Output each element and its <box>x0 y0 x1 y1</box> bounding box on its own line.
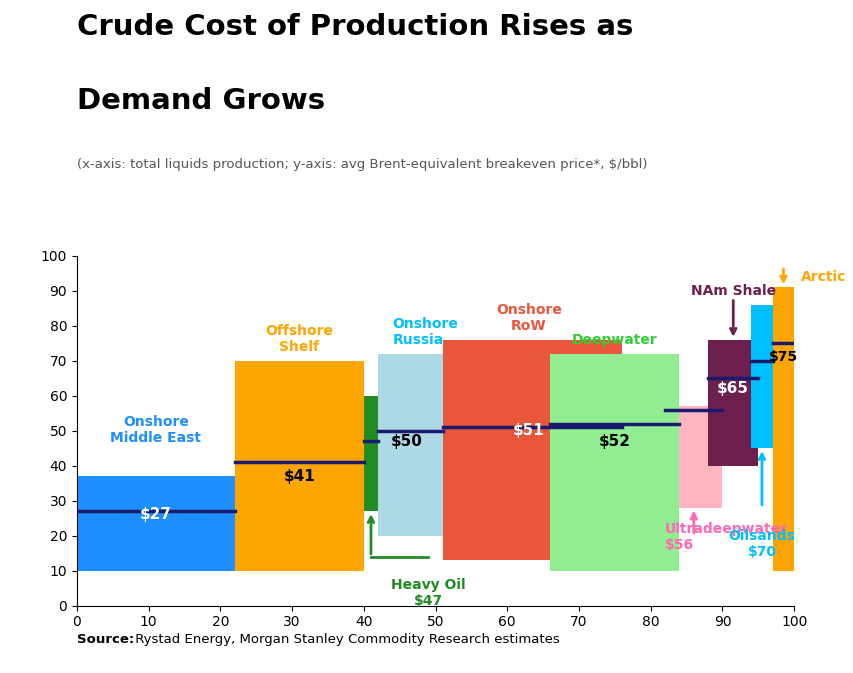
Text: Ultradeepwater
$56: Ultradeepwater $56 <box>664 522 787 552</box>
Text: Offshore
Shelf: Offshore Shelf <box>265 324 333 354</box>
Bar <box>549 354 679 571</box>
Bar <box>442 340 621 560</box>
Bar <box>235 361 363 571</box>
Text: (x-axis: total liquids production; y-axis: avg Brent-equivalent breakeven price*: (x-axis: total liquids production; y-axi… <box>77 158 647 171</box>
Text: $27: $27 <box>140 507 171 522</box>
Text: $65: $65 <box>717 381 748 396</box>
Bar <box>707 340 757 466</box>
Text: Source:: Source: <box>77 633 134 646</box>
Text: $75: $75 <box>768 350 797 364</box>
Text: Onshore
Russia: Onshore Russia <box>392 316 458 347</box>
Text: $51: $51 <box>513 423 544 438</box>
Text: Onshore
Middle East: Onshore Middle East <box>110 415 201 445</box>
Bar <box>77 476 235 571</box>
Bar <box>378 354 442 536</box>
Bar <box>363 396 378 511</box>
Bar <box>751 305 772 448</box>
Text: Onshore
RoW: Onshore RoW <box>496 303 561 332</box>
Text: Arctic: Arctic <box>800 270 846 284</box>
Text: $41: $41 <box>283 468 315 484</box>
Text: Oilsands
$70: Oilsands $70 <box>728 529 794 559</box>
Bar <box>664 406 722 507</box>
Text: $50: $50 <box>391 433 422 449</box>
Text: Heavy Oil
$47: Heavy Oil $47 <box>391 577 465 608</box>
Bar <box>772 287 793 571</box>
Text: $52: $52 <box>598 433 630 449</box>
Text: Crude Cost of Production Rises as: Crude Cost of Production Rises as <box>77 13 632 42</box>
Text: Rystad Energy, Morgan Stanley Commodity Research estimates: Rystad Energy, Morgan Stanley Commodity … <box>131 633 559 646</box>
Text: Demand Grows: Demand Grows <box>77 87 325 116</box>
Text: Deepwater: Deepwater <box>572 332 657 347</box>
Text: NAm Shale: NAm Shale <box>690 284 775 297</box>
